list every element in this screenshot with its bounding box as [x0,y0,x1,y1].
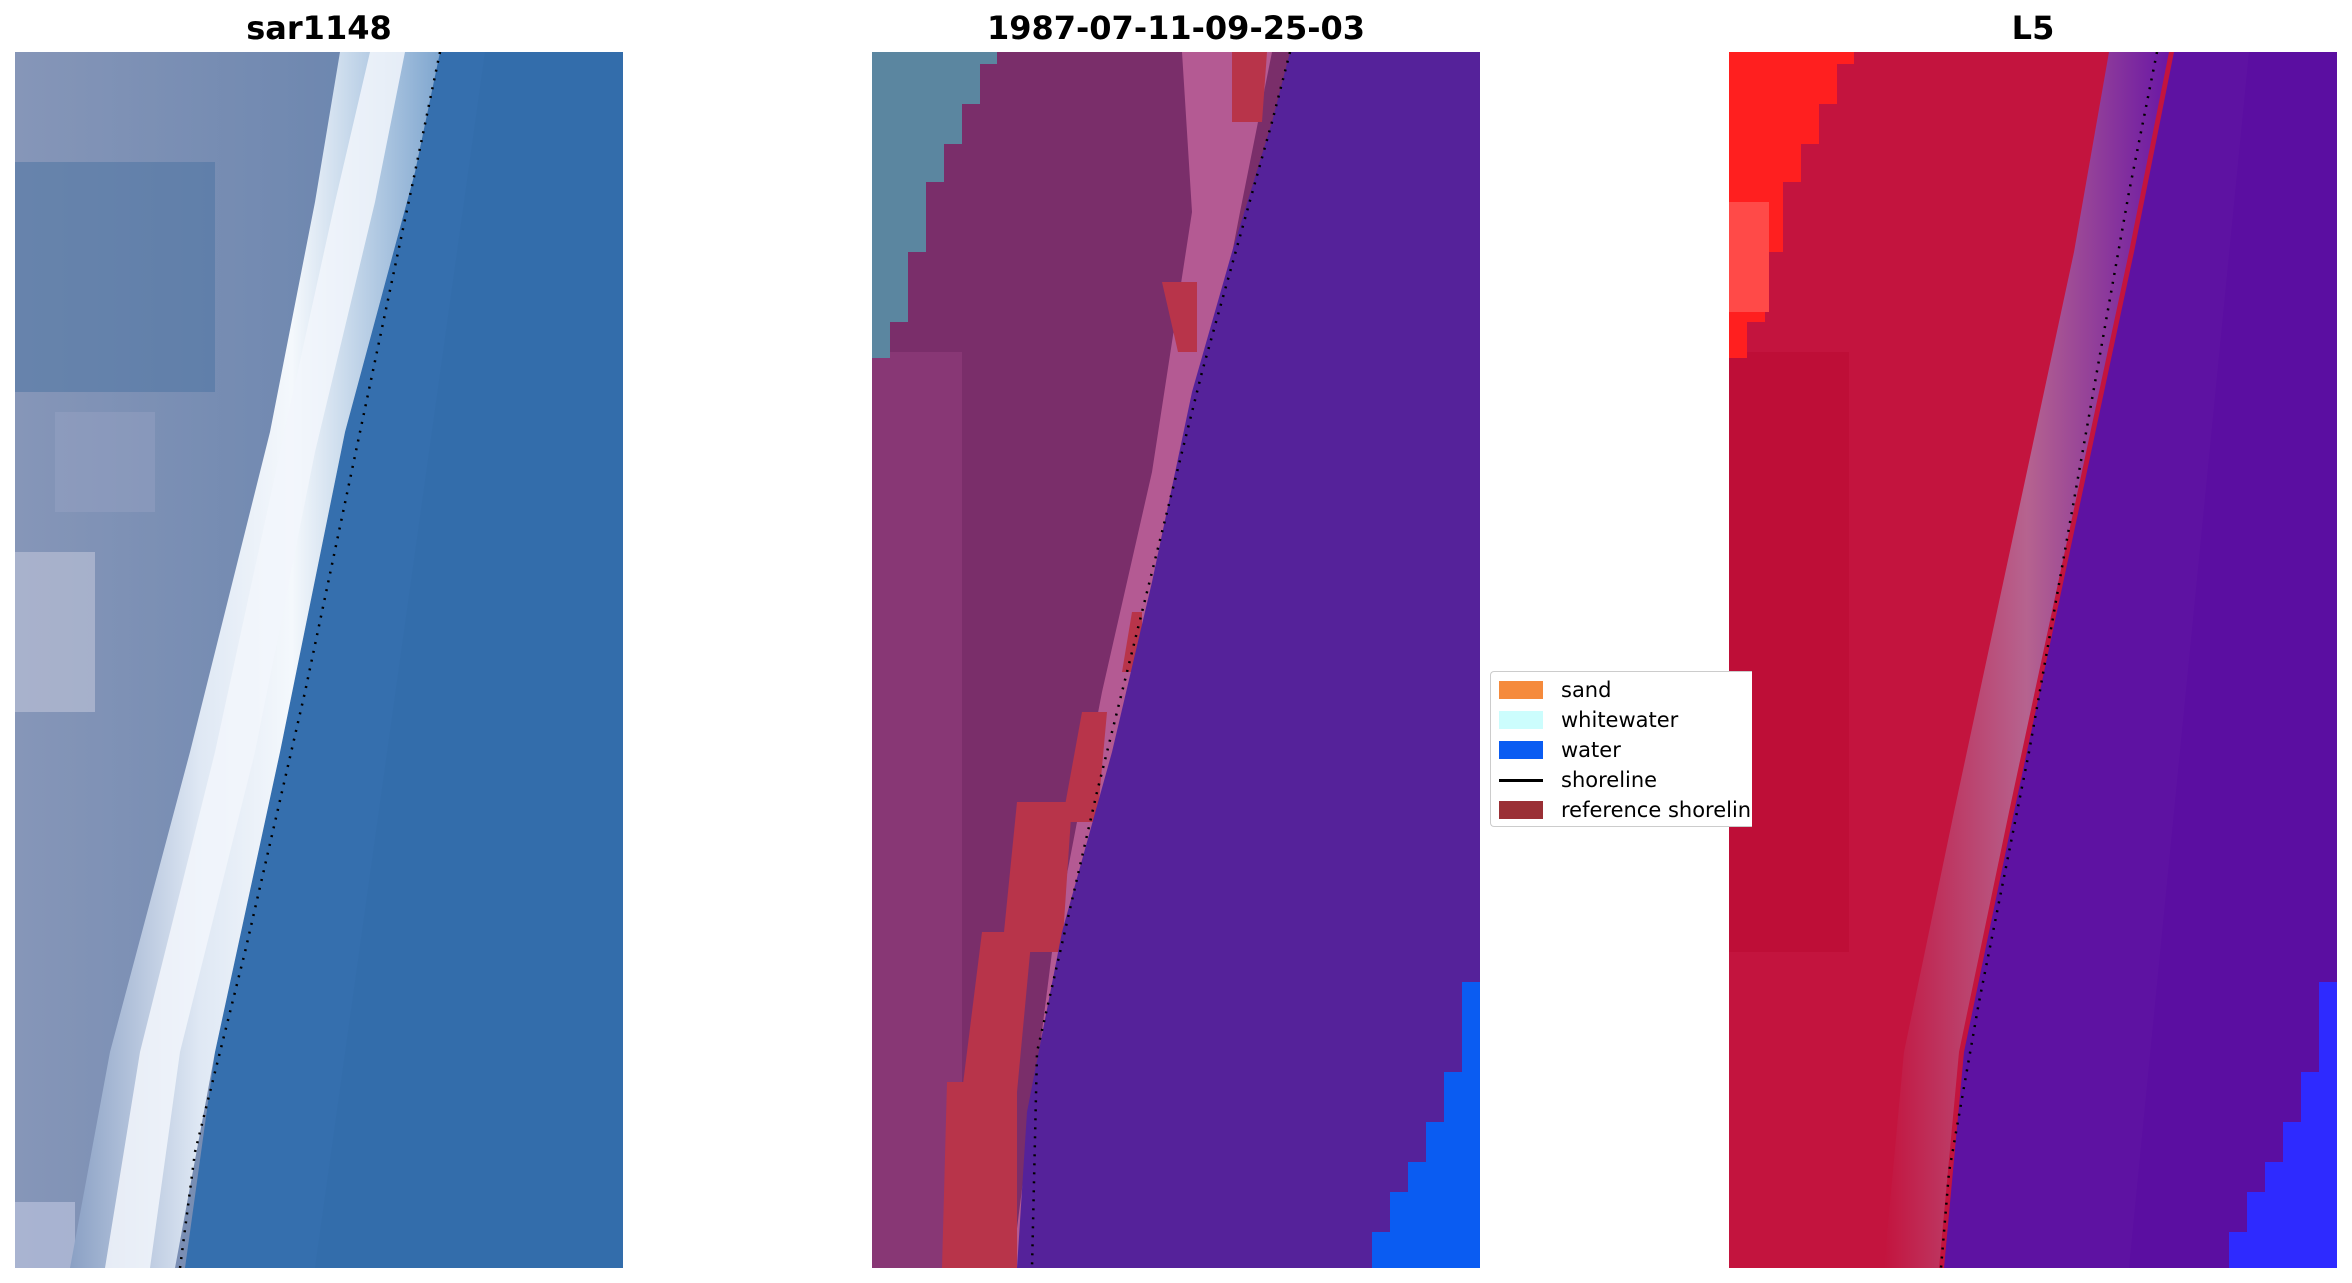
legend-label: shoreline [1561,768,1658,792]
panel-title-classification: 1987-07-11-09-25-03 [986,9,1366,47]
legend-label: sand [1561,678,1612,702]
panel-title-sar: sar1148 [246,9,392,47]
legend-label: water [1561,738,1621,762]
legend-item-whitewater: whitewater [1499,705,1678,735]
reference-shoreline-swatch-icon [1499,801,1543,819]
satellite-image [15,52,623,1268]
legend: sand whitewater water shoreline referenc… [1490,671,1752,827]
legend-label: whitewater [1561,708,1679,732]
sand-swatch-icon [1499,681,1543,699]
shoreline-line-icon [1499,778,1543,782]
satellite-image-panel [15,52,623,1268]
probability-image-panel [1729,52,2337,1268]
legend-item-shoreline: shoreline [1499,765,1657,795]
shoreline-line [1939,52,2159,1268]
shoreline-line [1030,52,1292,1268]
probability-image [1729,52,2337,1268]
classification-image-panel [872,52,1480,1268]
legend-item-water: water [1499,735,1621,765]
water-swatch-icon [1499,741,1543,759]
panel-title-probability: L5 [2011,9,2055,47]
whitewater-swatch-icon [1499,711,1543,729]
legend-item-sand: sand [1499,675,1611,705]
legend-label: reference shoreline [1561,798,1752,822]
classification-image [872,52,1480,1268]
legend-item-reference-shoreline: reference shoreline [1499,795,1752,825]
